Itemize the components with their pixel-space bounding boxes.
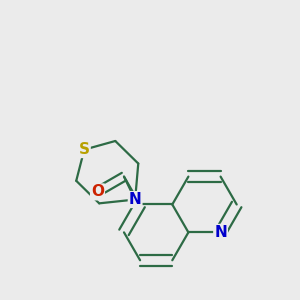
Text: S: S	[79, 142, 90, 157]
Text: N: N	[129, 192, 142, 207]
Text: O: O	[91, 184, 104, 200]
Text: N: N	[214, 225, 227, 240]
